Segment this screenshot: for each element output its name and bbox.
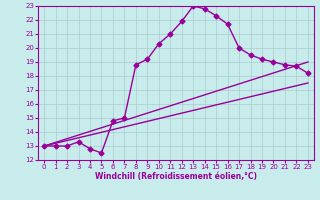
X-axis label: Windchill (Refroidissement éolien,°C): Windchill (Refroidissement éolien,°C) — [95, 172, 257, 181]
